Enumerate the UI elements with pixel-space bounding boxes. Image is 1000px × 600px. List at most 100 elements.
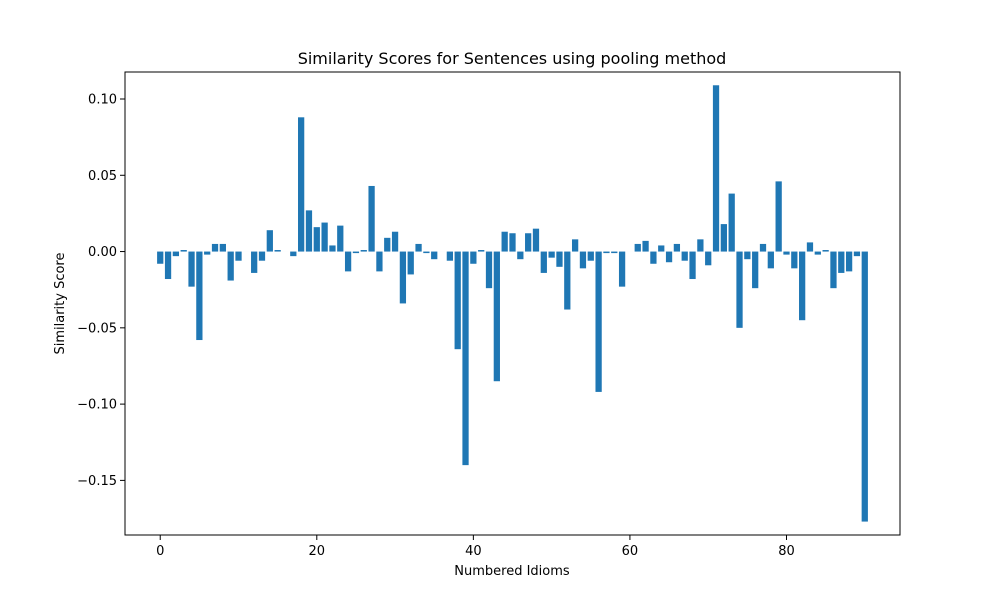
bar-idiom-88 xyxy=(845,251,853,272)
bar-idiom-44 xyxy=(501,231,508,252)
bar-idiom-21 xyxy=(321,222,328,252)
bar-idiom-55 xyxy=(587,251,594,261)
bar-idiom-35 xyxy=(431,251,438,260)
bar-idiom-63 xyxy=(650,251,657,264)
bar-idiom-68 xyxy=(689,251,696,280)
y-tick-label: 0.05 xyxy=(88,169,117,184)
bar-idiom-41 xyxy=(478,250,485,252)
bar-idiom-45 xyxy=(509,233,516,252)
bar-idiom-80 xyxy=(783,251,790,255)
bar-idiom-89 xyxy=(853,251,861,257)
bar-idiom-10 xyxy=(235,251,242,261)
bar-idiom-29 xyxy=(384,237,391,252)
bar-idiom-53 xyxy=(571,239,579,252)
bar-idiom-59 xyxy=(618,251,626,287)
bar-idiom-38 xyxy=(454,251,461,350)
bar-idiom-43 xyxy=(493,251,500,382)
bar-idiom-71 xyxy=(712,85,720,252)
x-tick-label: 80 xyxy=(778,544,795,559)
bar-idiom-14 xyxy=(266,230,273,252)
bar-idiom-39 xyxy=(462,251,469,466)
bar-idiom-42 xyxy=(485,251,493,289)
bar-idiom-74 xyxy=(736,251,743,328)
x-tick-label: 20 xyxy=(309,544,326,559)
bar-idiom-15 xyxy=(274,250,281,252)
y-tick-label: −0.10 xyxy=(77,398,117,413)
bar-idiom-51 xyxy=(556,251,563,267)
y-tick-label: −0.15 xyxy=(77,474,117,489)
bar-idiom-23 xyxy=(337,225,344,252)
bar-idiom-37 xyxy=(446,251,453,261)
bar-idiom-83 xyxy=(806,242,814,252)
bar-idiom-54 xyxy=(579,251,587,269)
bar-idiom-67 xyxy=(681,251,688,261)
bar-idiom-19 xyxy=(305,210,313,252)
plot-frame xyxy=(124,71,901,536)
bar-idiom-87 xyxy=(838,251,845,273)
bar-idiom-32 xyxy=(407,251,414,275)
bar-idiom-0 xyxy=(157,251,164,264)
bar-idiom-61 xyxy=(634,243,641,252)
bar-idiom-50 xyxy=(548,251,555,258)
bar-idiom-4 xyxy=(188,251,195,287)
chart-title: Similarity Scores for Sentences using po… xyxy=(298,49,727,68)
bar-idiom-34 xyxy=(423,251,430,254)
bar-idiom-86 xyxy=(830,251,837,289)
bar-idiom-66 xyxy=(673,243,681,252)
bar-idiom-28 xyxy=(376,251,383,272)
bar-idiom-3 xyxy=(180,250,187,252)
bar-idiom-52 xyxy=(564,251,571,310)
bar-idiom-9 xyxy=(227,251,234,281)
y-tick-label: 0.10 xyxy=(88,93,117,108)
bar-idiom-85 xyxy=(822,250,829,252)
bar-idiom-73 xyxy=(728,193,735,252)
bar-idiom-49 xyxy=(540,251,547,273)
bar-idiom-76 xyxy=(752,251,759,289)
bar-idiom-84 xyxy=(814,251,821,255)
bar-idiom-26 xyxy=(360,250,367,252)
bar-idiom-27 xyxy=(368,185,375,252)
bar-idiom-57 xyxy=(603,251,610,254)
bar-idiom-5 xyxy=(196,251,203,341)
bar-idiom-30 xyxy=(391,231,399,252)
bar-idiom-81 xyxy=(791,251,798,269)
bar-idiom-82 xyxy=(799,251,806,321)
x-axis-title: Numbered Idioms xyxy=(454,564,570,579)
bar-idiom-78 xyxy=(767,251,774,269)
bar-idiom-90 xyxy=(861,251,868,522)
bar-idiom-18 xyxy=(298,117,305,252)
bar-idiom-7 xyxy=(211,243,219,252)
bar-idiom-64 xyxy=(658,245,665,252)
bar-idiom-56 xyxy=(595,251,602,392)
bars-group xyxy=(157,85,868,522)
bar-idiom-24 xyxy=(344,251,352,272)
bar-idiom-47 xyxy=(525,233,532,252)
bar-idiom-1 xyxy=(164,251,172,280)
bar-idiom-13 xyxy=(258,251,266,261)
x-tick-label: 0 xyxy=(156,544,164,559)
x-axis: 0 20 40 60 80 xyxy=(156,535,795,559)
y-tick-label: −0.05 xyxy=(77,321,117,336)
x-tick-label: 40 xyxy=(465,544,482,559)
bar-idiom-79 xyxy=(775,181,782,252)
bar-idiom-70 xyxy=(705,251,712,266)
bar-idiom-40 xyxy=(470,251,477,264)
bar-idiom-2 xyxy=(172,251,180,257)
bar-idiom-65 xyxy=(665,251,673,263)
bar-idiom-8 xyxy=(219,243,226,252)
bar-idiom-69 xyxy=(697,239,704,252)
y-axis: 0.10 0.05 0.00 −0.05 −0.10 −0.15 xyxy=(77,93,125,489)
bar-idiom-12 xyxy=(251,251,258,273)
bar-idiom-22 xyxy=(329,245,336,252)
bar-idiom-72 xyxy=(720,224,727,252)
y-axis-title: Similarity Score xyxy=(53,252,68,354)
bar-idiom-31 xyxy=(399,251,407,304)
bar-idiom-25 xyxy=(352,251,360,254)
bar-idiom-33 xyxy=(415,243,422,252)
bar-idiom-17 xyxy=(290,251,297,257)
bar-idiom-48 xyxy=(532,228,540,252)
bar-idiom-58 xyxy=(611,251,618,254)
y-tick-label: 0.00 xyxy=(88,245,117,260)
